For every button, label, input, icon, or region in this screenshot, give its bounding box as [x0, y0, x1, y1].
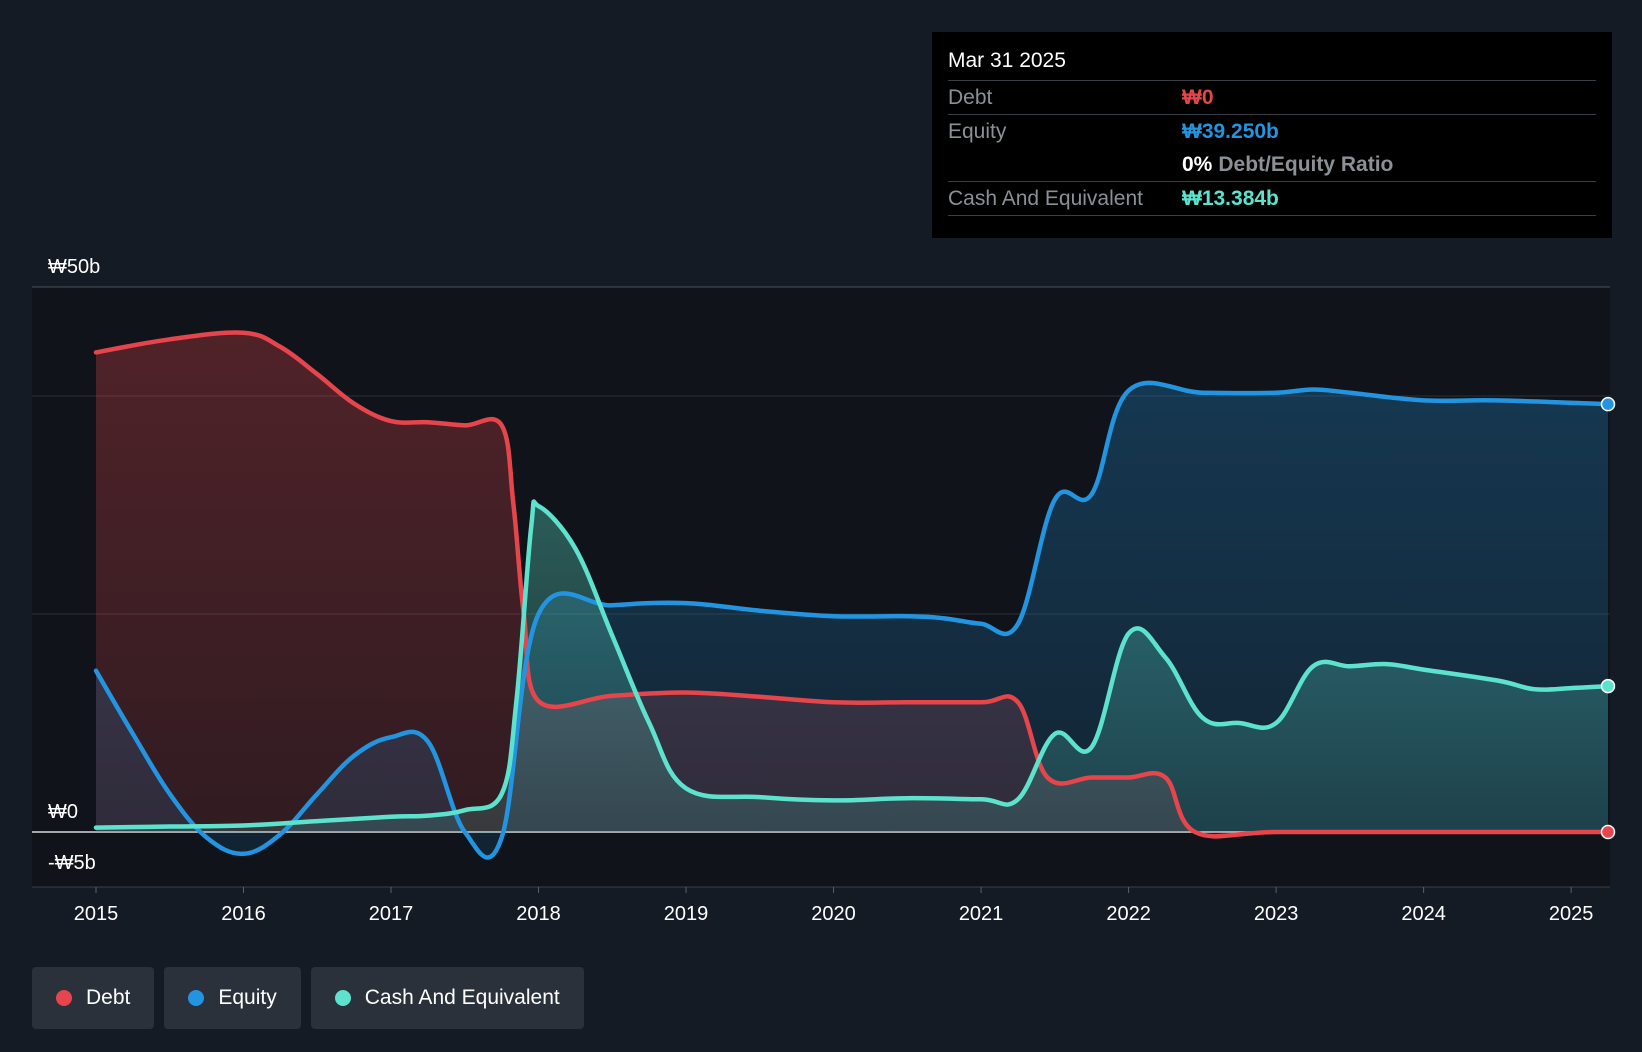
tooltip-panel: Mar 31 2025 Debt ₩0 Equity ₩39.250b 0% De… — [932, 32, 1612, 238]
tooltip-cash-row: Cash And Equivalent ₩13.384b — [948, 181, 1596, 216]
area-cash — [96, 501, 1608, 832]
legend-dot-debt-icon — [56, 990, 72, 1006]
legend-item-cash[interactable]: Cash And Equivalent — [310, 967, 584, 1029]
x-tick-label: 2016 — [221, 903, 266, 925]
y-axis-label: ₩0 — [48, 801, 78, 823]
x-tick-label: 2021 — [959, 903, 1004, 925]
legend-dot-cash-icon — [334, 990, 351, 1006]
x-tick-label: 2025 — [1549, 903, 1594, 925]
x-tick-label: 2023 — [1254, 903, 1299, 925]
area-debt — [96, 332, 1608, 837]
x-tick-label: 2020 — [811, 903, 856, 925]
line-debt — [93, 330, 1611, 839]
tooltip-cash-value: ₩13.384b — [1182, 186, 1279, 210]
line-cash — [93, 499, 1611, 830]
tooltip-ratio-label: Debt/Equity Ratio — [1218, 152, 1394, 176]
tooltip-date: Mar 31 2025 — [948, 49, 1066, 72]
legend-label-cash: Cash And Equivalent — [364, 986, 560, 1009]
x-tick-label: 2022 — [1106, 903, 1151, 925]
line-equity — [93, 380, 1611, 860]
x-axis-ticks: 2015 2016 2017 2018 2019 2020 2021 2022 2023 2024… — [74, 887, 1594, 925]
x-tick-label: 2017 — [369, 903, 414, 925]
legend-item-equity[interactable]: Equity — [164, 967, 301, 1029]
legend-label-debt: Debt — [86, 986, 131, 1009]
legend-item-debt[interactable]: Debt — [32, 967, 155, 1029]
end-marker-equity[interactable] — [1600, 396, 1616, 412]
tooltip-ratio-percent: 0% — [1182, 152, 1213, 176]
legend-label-equity: Equity — [218, 986, 277, 1009]
series-lines — [93, 330, 1611, 860]
x-tick-label: 2019 — [664, 903, 709, 925]
tooltip-equity-value: ₩39.250b — [1182, 119, 1279, 143]
tooltip-debt-row: Debt ₩0 — [948, 80, 1596, 114]
chart-legend: Debt Equity Cash And Equivalent — [32, 967, 584, 1029]
end-marker-cash[interactable] — [1600, 678, 1616, 694]
x-tick-label: 2024 — [1401, 903, 1446, 925]
series-end-markers — [1600, 396, 1616, 840]
tooltip-debt-value: ₩0 — [1182, 85, 1214, 109]
x-tick-label: 2015 — [74, 903, 119, 925]
tooltip-ratio-row: 0% Debt/Equity Ratio — [948, 148, 1596, 181]
legend-dot-equity-icon — [188, 990, 205, 1006]
tooltip-equity-label: Equity — [948, 119, 1007, 143]
tooltip-cash-label: Cash And Equivalent — [948, 186, 1143, 210]
y-axis-label: ₩50b — [48, 256, 100, 278]
end-marker-debt[interactable] — [1600, 824, 1616, 840]
tooltip-debt-label: Debt — [948, 85, 993, 109]
y-axis-labels: ₩50b ₩0 -₩5b — [48, 256, 100, 874]
y-axis-label: -₩5b — [48, 852, 96, 874]
series-areas — [96, 332, 1608, 858]
x-tick-label: 2018 — [516, 903, 561, 925]
tooltip-equity-row: Equity ₩39.250b — [948, 114, 1596, 148]
